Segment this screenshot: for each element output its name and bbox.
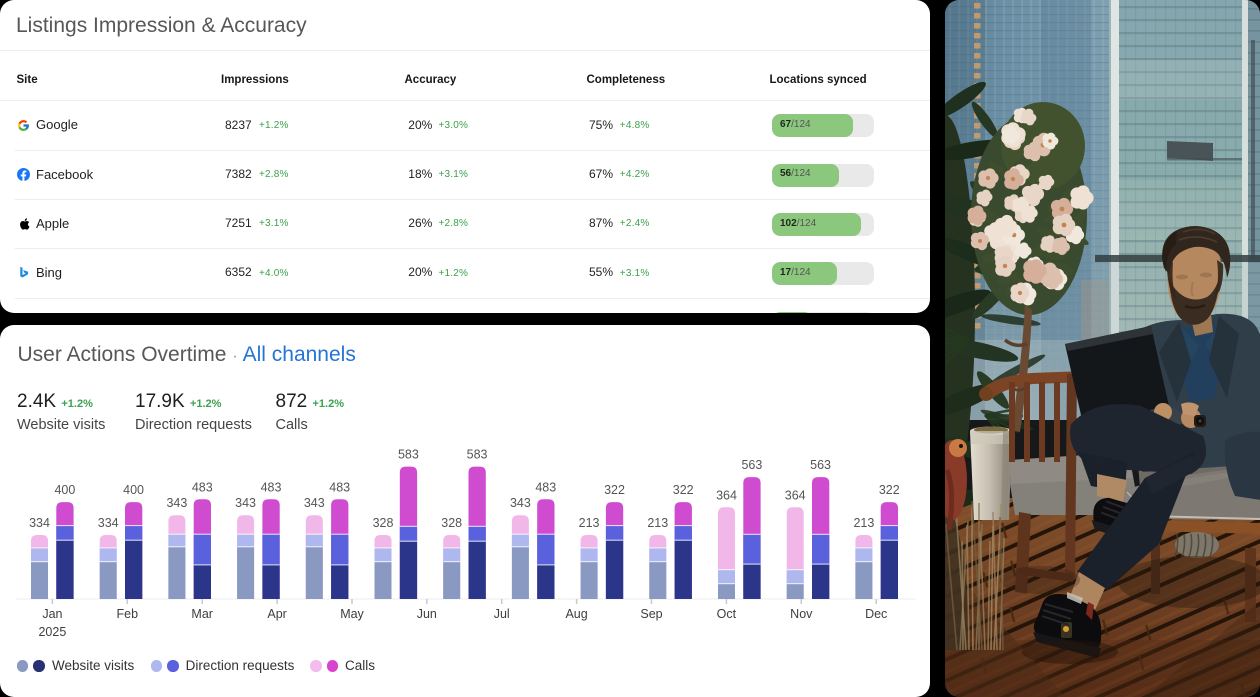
svg-text:322: 322 — [604, 483, 625, 497]
svg-text:334: 334 — [98, 516, 119, 530]
svg-text:322: 322 — [879, 483, 900, 497]
svg-text:483: 483 — [261, 480, 282, 494]
svg-text:Feb: Feb — [117, 607, 139, 621]
svg-text:Jan: Jan — [42, 607, 62, 621]
svg-text:Sep: Sep — [640, 607, 662, 621]
svg-text:400: 400 — [123, 483, 144, 497]
svg-text:Apr: Apr — [267, 607, 286, 621]
svg-text:328: 328 — [373, 516, 394, 530]
svg-text:364: 364 — [716, 488, 737, 502]
svg-text:Jun: Jun — [417, 607, 437, 621]
svg-text:213: 213 — [579, 516, 600, 530]
svg-text:343: 343 — [166, 496, 187, 510]
svg-text:Jul: Jul — [494, 607, 510, 621]
svg-text:343: 343 — [510, 496, 531, 510]
svg-text:563: 563 — [741, 458, 762, 472]
svg-text:213: 213 — [647, 516, 668, 530]
svg-text:May: May — [340, 607, 364, 621]
svg-text:343: 343 — [304, 496, 325, 510]
svg-text:2025: 2025 — [38, 625, 66, 639]
svg-text:Oct: Oct — [717, 607, 737, 621]
svg-text:334: 334 — [29, 516, 50, 530]
svg-text:483: 483 — [329, 480, 350, 494]
svg-text:400: 400 — [54, 483, 75, 497]
svg-text:583: 583 — [398, 448, 419, 462]
svg-text:483: 483 — [192, 480, 213, 494]
svg-text:Nov: Nov — [790, 607, 813, 621]
svg-text:Aug: Aug — [565, 607, 587, 621]
svg-text:Dec: Dec — [865, 607, 887, 621]
svg-text:483: 483 — [535, 480, 556, 494]
svg-text:563: 563 — [810, 458, 831, 472]
svg-text:364: 364 — [785, 488, 806, 502]
svg-text:328: 328 — [441, 516, 462, 530]
svg-text:343: 343 — [235, 496, 256, 510]
svg-text:213: 213 — [853, 516, 874, 530]
svg-text:Mar: Mar — [191, 607, 213, 621]
svg-text:322: 322 — [673, 483, 694, 497]
svg-text:583: 583 — [467, 448, 488, 462]
